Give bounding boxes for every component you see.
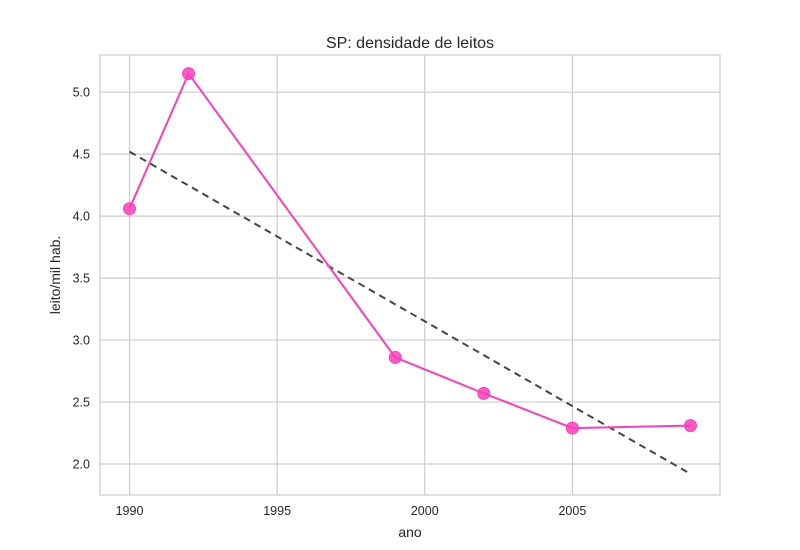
- y-tick-label: 2.5: [73, 396, 90, 410]
- x-axis-label: ano: [398, 524, 422, 540]
- y-tick-label: 3.0: [73, 334, 90, 348]
- data-point: [477, 386, 491, 400]
- data-point: [182, 67, 196, 81]
- x-tick-label: 1990: [116, 504, 144, 518]
- x-tick-label: 2000: [411, 504, 439, 518]
- tick-labels: 1990 1995 2000 2005 2.0 2.5 3.0 3.5 4.0 4.5 5.0: [73, 86, 587, 518]
- y-tick-label: 3.5: [73, 272, 90, 286]
- y-tick-label: 4.5: [73, 148, 90, 162]
- data-point: [683, 419, 697, 433]
- y-axis-label: leito/mil hab.: [47, 236, 63, 315]
- data-point: [388, 350, 402, 364]
- x-tick-label: 2005: [558, 504, 586, 518]
- series-line: [128, 71, 691, 430]
- series-layer: [123, 67, 697, 475]
- plot-frame: [99, 54, 721, 496]
- y-tick-label: 2.0: [73, 458, 90, 472]
- data-point: [565, 421, 579, 435]
- plot-background: [100, 55, 720, 495]
- data-point: [123, 202, 137, 216]
- y-tick-label: 4.0: [73, 210, 90, 224]
- x-tick-label: 1995: [263, 504, 291, 518]
- chart-title: SP: densidade de leitos: [326, 35, 494, 52]
- y-tick-label: 5.0: [73, 86, 90, 100]
